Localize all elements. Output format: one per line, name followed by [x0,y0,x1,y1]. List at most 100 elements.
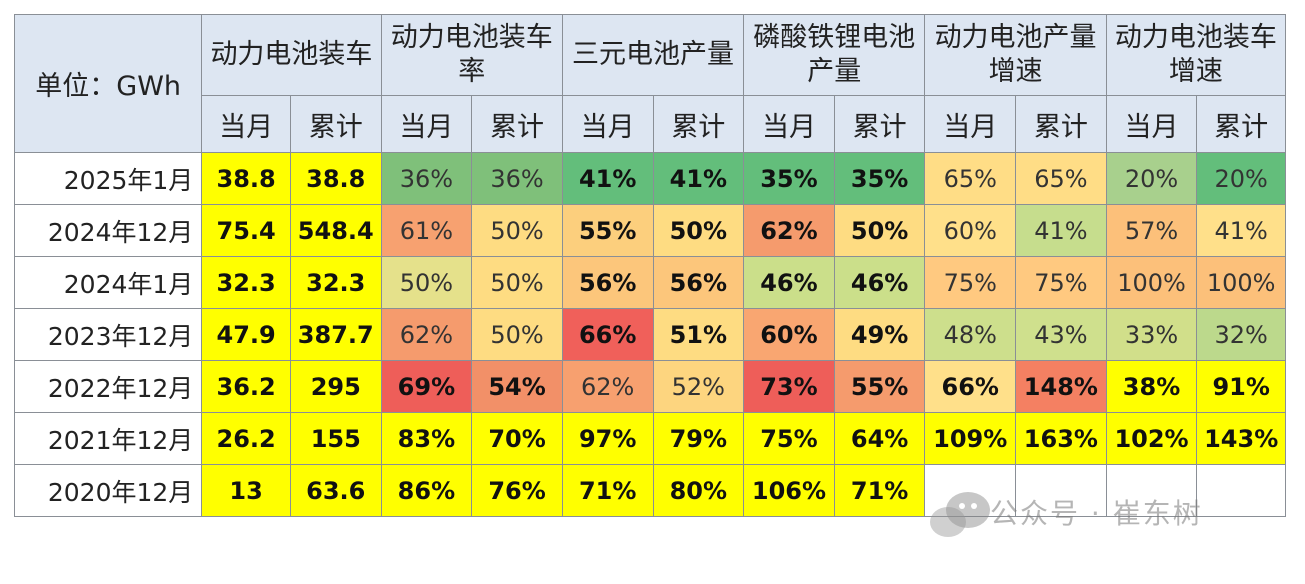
table-cell: 13 [201,464,291,517]
table-cell: 46% [743,256,835,309]
group-header-installation: 动力电池装车 [201,14,382,96]
table-row: 2020年12月 13 63.6 86% 76% 71% 80% 106% 71% [13,464,1286,517]
table-cell: 41% [1196,204,1286,257]
table-cell: 109% [924,412,1017,465]
table-cell: 73% [743,360,835,413]
sub-header-cumulative: 累计 [1015,95,1107,153]
table-cell: 46% [833,256,926,309]
table-cell: 65% [1015,152,1107,205]
table-cell: 49% [833,308,926,361]
sub-header-cumulative: 累计 [471,95,563,153]
table-cell: 48% [924,308,1017,361]
table-cell: 83% [380,412,473,465]
table-cell: 36.2 [201,360,291,413]
sub-header-month: 当月 [743,95,835,153]
sub-header-month: 当月 [1105,95,1198,153]
group-header-installation-rate: 动力电池装车率 [380,14,563,96]
sub-header-month: 当月 [924,95,1017,153]
table-body: 2025年1月 38.8 38.8 36% 36% 41% 41% 35% 35% 65% 65% 2… [13,152,1286,517]
table-cell: 38.8 [201,152,291,205]
table-cell: 79% [652,412,745,465]
table-cell: 50% [833,204,926,257]
table-cell: 41% [652,152,745,205]
table-cell: 76% [471,464,563,517]
table-cell: 35% [833,152,926,205]
table-cell: 148% [1015,360,1107,413]
table-cell: 51% [652,308,745,361]
table-cell: 163% [1015,412,1107,465]
table-cell: 54% [471,360,563,413]
table-cell: 66% [924,360,1017,413]
table-cell: 35% [743,152,835,205]
table-row: 2024年12月 75.4 548.4 61% 50% 55% 50% 62% 50% 60% 41… [13,204,1286,257]
table-cell: 75% [924,256,1017,309]
table-cell: 56% [652,256,745,309]
sub-header-cumulative: 累计 [289,95,382,153]
table-cell: 155 [289,412,382,465]
table-cell: 548.4 [289,204,382,257]
table-cell: 62% [743,204,835,257]
table-row: 2024年1月 32.3 32.3 50% 50% 56% 56% 46% 46% 75% 75% 1… [13,256,1286,309]
row-label: 2024年12月 [13,204,203,257]
table-cell [1105,464,1198,517]
sub-header-month: 当月 [561,95,654,153]
sub-header-cumulative: 累计 [1196,95,1286,153]
table-cell: 38% [1105,360,1198,413]
table-cell: 91% [1196,360,1286,413]
table-cell: 50% [471,256,563,309]
table-cell: 38.8 [289,152,382,205]
table-cell: 41% [1015,204,1107,257]
table-cell: 50% [380,256,473,309]
table-cell: 55% [561,204,654,257]
table-cell: 41% [561,152,654,205]
table-cell: 64% [833,412,926,465]
table-cell: 26.2 [201,412,291,465]
table-cell: 20% [1105,152,1198,205]
row-label: 2020年12月 [13,464,203,517]
table-cell: 100% [1105,256,1198,309]
battery-stats-table: 单位：GWh 动力电池装车 动力电池装车率 三元电池产量 磷酸铁锂电池产量 动力… [13,14,1287,517]
table-cell: 43% [1015,308,1107,361]
table-cell: 33% [1105,308,1198,361]
table-cell: 295 [289,360,382,413]
table-cell: 62% [380,308,473,361]
table-cell: 36% [471,152,563,205]
table-row: 2023年12月 47.9 387.7 62% 50% 66% 51% 60% 49% 48% 43… [13,308,1286,361]
table-cell: 71% [833,464,926,517]
table-cell: 63.6 [289,464,382,517]
sub-header-cumulative: 累计 [652,95,745,153]
table-cell: 55% [833,360,926,413]
table-row: 2022年12月 36.2 295 69% 54% 62% 52% 73% 55% 66% 148%… [13,360,1286,413]
sub-header-cumulative: 累计 [833,95,926,153]
table-cell: 100% [1196,256,1286,309]
table-cell: 52% [652,360,745,413]
sub-header-month: 当月 [380,95,473,153]
table-cell: 62% [561,360,654,413]
table-cell [1015,464,1107,517]
table-cell: 60% [924,204,1017,257]
table-cell: 50% [471,308,563,361]
table-cell: 32.3 [289,256,382,309]
table-cell: 50% [652,204,745,257]
table-cell: 36% [380,152,473,205]
row-label: 2024年1月 [13,256,203,309]
table-cell: 66% [561,308,654,361]
table-cell: 86% [380,464,473,517]
row-label: 2022年12月 [13,360,203,413]
table-cell [924,464,1017,517]
unit-header: 单位：GWh [13,14,203,153]
sub-header-month: 当月 [201,95,291,153]
table-cell: 71% [561,464,654,517]
data-table-container: 单位：GWh 动力电池装车 动力电池装车率 三元电池产量 磷酸铁锂电池产量 动力… [13,14,1287,556]
table-cell: 60% [743,308,835,361]
table-cell: 143% [1196,412,1286,465]
table-cell: 70% [471,412,563,465]
table-cell: 61% [380,204,473,257]
table-cell: 69% [380,360,473,413]
table-cell: 56% [561,256,654,309]
row-label: 2023年12月 [13,308,203,361]
table-row: 2021年12月 26.2 155 83% 70% 97% 79% 75% 64% 109% 163… [13,412,1286,465]
group-header-installation-growth: 动力电池装车增速 [1105,14,1287,96]
table-cell: 50% [471,204,563,257]
table-cell: 57% [1105,204,1198,257]
